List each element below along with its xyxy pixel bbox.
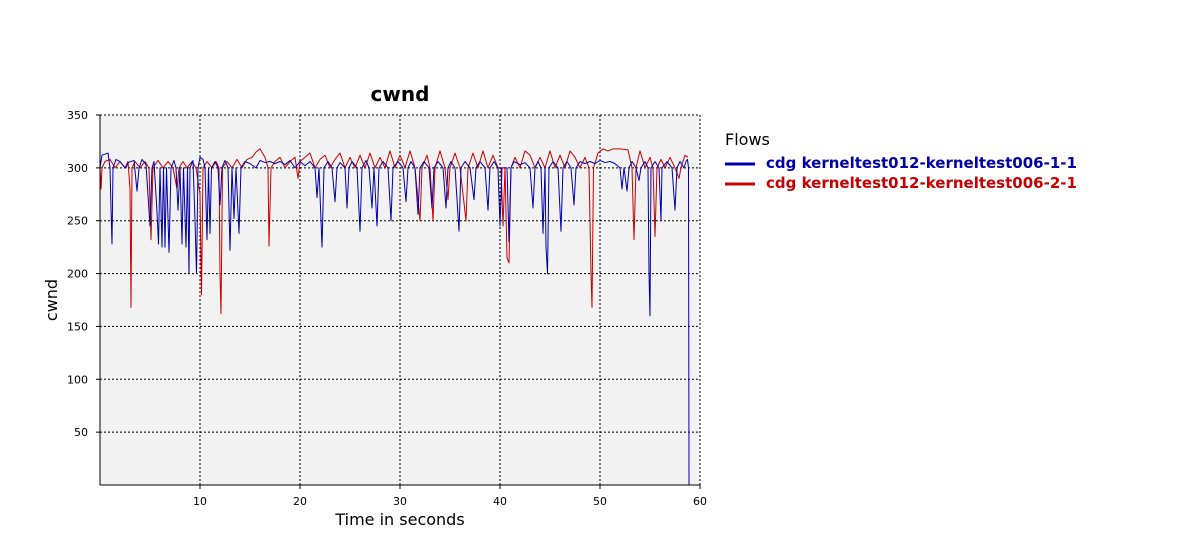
x-tick-label: 40: [493, 495, 507, 508]
series-line-1: [99, 152, 690, 486]
axes: [96, 114, 701, 489]
chart-title: cwnd: [371, 82, 430, 106]
legend-title: Flows: [725, 130, 770, 149]
x-tick-label: 50: [593, 495, 607, 508]
x-tick-label: 20: [293, 495, 307, 508]
y-tick-label: 250: [67, 215, 88, 228]
grid-lines: [100, 114, 701, 485]
legend-label-1: cdg kerneltest012-kerneltest006-1-1: [766, 154, 1077, 172]
y-tick-label: 150: [67, 320, 88, 333]
y-tick-label: 200: [67, 268, 88, 281]
tick-labels: 10 20 30 40 50 60 50 100 150 200 250 300 350: [67, 109, 707, 508]
series-layer: [99, 148, 690, 486]
legend-label-2: cdg kerneltest012-kerneltest006-2-1: [766, 174, 1077, 192]
x-tick-label: 30: [393, 495, 407, 508]
y-tick-label: 300: [67, 162, 88, 175]
x-axis-label: Time in seconds: [334, 510, 464, 529]
y-tick-label: 350: [67, 109, 88, 122]
y-tick-label: 100: [67, 373, 88, 386]
y-axis-label: cwnd: [42, 279, 61, 321]
x-tick-label: 60: [693, 495, 707, 508]
legend: cdg kerneltest012-kerneltest006-1-1 cdg k…: [725, 154, 1077, 192]
x-tick-label: 10: [193, 495, 207, 508]
y-tick-label: 50: [74, 426, 88, 439]
series-line-2: [99, 148, 689, 315]
